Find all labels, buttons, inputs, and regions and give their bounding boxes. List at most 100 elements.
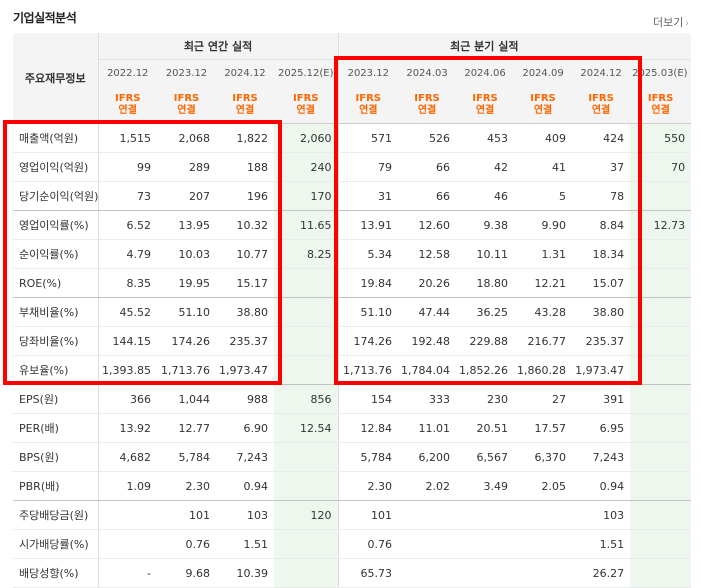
value-cell: 333 (398, 384, 457, 414)
value-cell: 78 (572, 181, 631, 211)
value-cell (514, 500, 573, 530)
consolidated-label: 연결 (475, 104, 495, 116)
value-cell: 1,973.47 (216, 355, 274, 385)
ifrs-label: IFRS (355, 92, 381, 104)
value-cell: 1,973.47 (572, 355, 631, 385)
table-row: 영업이익(억원) 99 289 188 240 79 66 42 41 37 70 (13, 152, 692, 182)
value-cell: 66 (398, 181, 457, 211)
value-cell: 289 (157, 152, 216, 182)
value-cell: 1,044 (157, 384, 216, 414)
table-row: ROE(%) 8.35 19.95 15.17 19.84 20.26 18.80 12.21… (13, 268, 692, 298)
value-cell: 12.58 (398, 239, 457, 269)
value-cell: 12.84 (337, 413, 399, 443)
value-cell: 1,515 (98, 123, 157, 153)
value-cell: 0.94 (572, 471, 631, 501)
ifrs-label: IFRS (414, 92, 440, 104)
ifrs-header: IFRS 연결 (216, 86, 274, 124)
row-label: 영업이익(억원) (13, 152, 99, 182)
value-cell: 144.15 (98, 326, 157, 356)
value-cell (630, 239, 692, 269)
value-cell: 10.39 (216, 558, 274, 588)
value-cell: 391 (572, 384, 631, 414)
value-cell: 409 (514, 123, 573, 153)
value-cell: 13.92 (98, 413, 157, 443)
consolidated-label: 연결 (359, 104, 378, 116)
value-cell (98, 500, 157, 530)
value-cell: 12.73 (630, 210, 692, 240)
value-cell: 15.17 (216, 268, 274, 298)
value-cell (274, 355, 339, 385)
value-cell: 1,822 (216, 123, 274, 153)
period-header: 2024.03 (398, 59, 457, 86)
value-cell (398, 558, 457, 588)
table-row: 당좌비율(%) 144.15 174.26 235.37 174.26 192.48 229… (13, 326, 692, 356)
period-header: 2024.06 (456, 59, 515, 86)
value-cell: 229.88 (456, 326, 515, 356)
value-cell: 154 (337, 384, 399, 414)
value-cell: 11.01 (398, 413, 457, 443)
value-cell: 38.80 (216, 297, 274, 327)
value-cell: 1,713.76 (337, 355, 399, 385)
more-link[interactable]: 더보기 › (653, 14, 689, 30)
value-cell: 2.05 (514, 471, 573, 501)
value-cell: 235.37 (572, 326, 631, 356)
value-cell: 1.51 (216, 529, 274, 559)
value-cell: 2.30 (157, 471, 216, 501)
table-row: EPS(원) 366 1,044 988 856 154 333 230 27 391 (13, 384, 692, 414)
value-cell: 4,682 (98, 442, 157, 472)
value-cell: 6,370 (514, 442, 573, 472)
value-cell: 37 (572, 152, 631, 182)
consolidated-label: 연결 (118, 104, 137, 116)
ifrs-header: IFRS 연결 (157, 86, 216, 124)
value-cell: 43.28 (514, 297, 573, 327)
consolidated-label: 연결 (591, 104, 611, 116)
value-cell (630, 326, 692, 356)
value-cell: 6,567 (456, 442, 515, 472)
value-cell (630, 355, 692, 385)
value-cell: 1.09 (98, 471, 157, 501)
period-header: 2024.12 (572, 59, 631, 86)
table-row: 시가배당률(%) 0.76 1.51 0.76 1.51 (13, 529, 692, 559)
row-label: 부채비율(%) (13, 297, 99, 327)
table-row: 영업이익률(%) 6.52 13.95 10.32 11.65 13.91 12.60 9.3… (13, 210, 692, 240)
value-cell (630, 268, 692, 298)
ifrs-label: IFRS (115, 92, 141, 104)
value-cell (630, 384, 692, 414)
value-cell: 235.37 (216, 326, 274, 356)
row-label: EPS(원) (13, 384, 99, 414)
ifrs-label: IFRS (293, 92, 319, 104)
table-row: 당기순이익(억원) 73 207 196 170 31 66 46 5 78 (13, 181, 692, 211)
financial-table: 주요재무정보 최근 연간 실적 최근 분기 실적 2022.12 2023.12 2… (13, 33, 692, 588)
row-header-cell: 주요재무정보 (13, 33, 99, 124)
value-cell: 103 (572, 500, 631, 530)
value-cell: 1,713.76 (157, 355, 216, 385)
value-cell: 103 (216, 500, 274, 530)
value-cell (398, 529, 457, 559)
table-row: 주당배당금(원) 101 103 120 101 103 (13, 500, 692, 530)
value-cell: 31 (337, 181, 399, 211)
value-cell: 9.90 (514, 210, 573, 240)
value-cell: 12.60 (398, 210, 457, 240)
value-cell: 0.94 (216, 471, 274, 501)
value-cell: 2.30 (337, 471, 399, 501)
value-cell (630, 500, 692, 530)
value-cell: 1,860.28 (514, 355, 573, 385)
value-cell: 571 (337, 123, 399, 153)
more-label: 더보기 (653, 16, 684, 29)
table-row: 부채비율(%) 45.52 51.10 38.80 51.10 47.44 36.25 43.… (13, 297, 692, 327)
ifrs-header: IFRS 연결 (456, 86, 515, 124)
row-label: 당기순이익(억원) (13, 181, 99, 211)
consolidated-label: 연결 (177, 104, 196, 116)
value-cell: 41 (514, 152, 573, 182)
row-label: 매출액(억원) (13, 123, 99, 153)
table-row: BPS(원) 4,682 5,784 7,243 5,784 6,200 6,567 6,37… (13, 442, 692, 472)
ifrs-header-row: IFRS 연결 IFRS 연결 IFRS 연결 IFRS 연결 IFRS 연결 IFRS 연결 IFRS… (13, 86, 692, 124)
value-cell: 12.54 (274, 413, 339, 443)
value-cell: 8.35 (98, 268, 157, 298)
value-cell: 10.03 (157, 239, 216, 269)
chevron-right-icon: › (685, 19, 689, 29)
value-cell: 20.51 (456, 413, 515, 443)
value-cell: 9.38 (456, 210, 515, 240)
value-cell: 10.11 (456, 239, 515, 269)
value-cell: 3.49 (456, 471, 515, 501)
